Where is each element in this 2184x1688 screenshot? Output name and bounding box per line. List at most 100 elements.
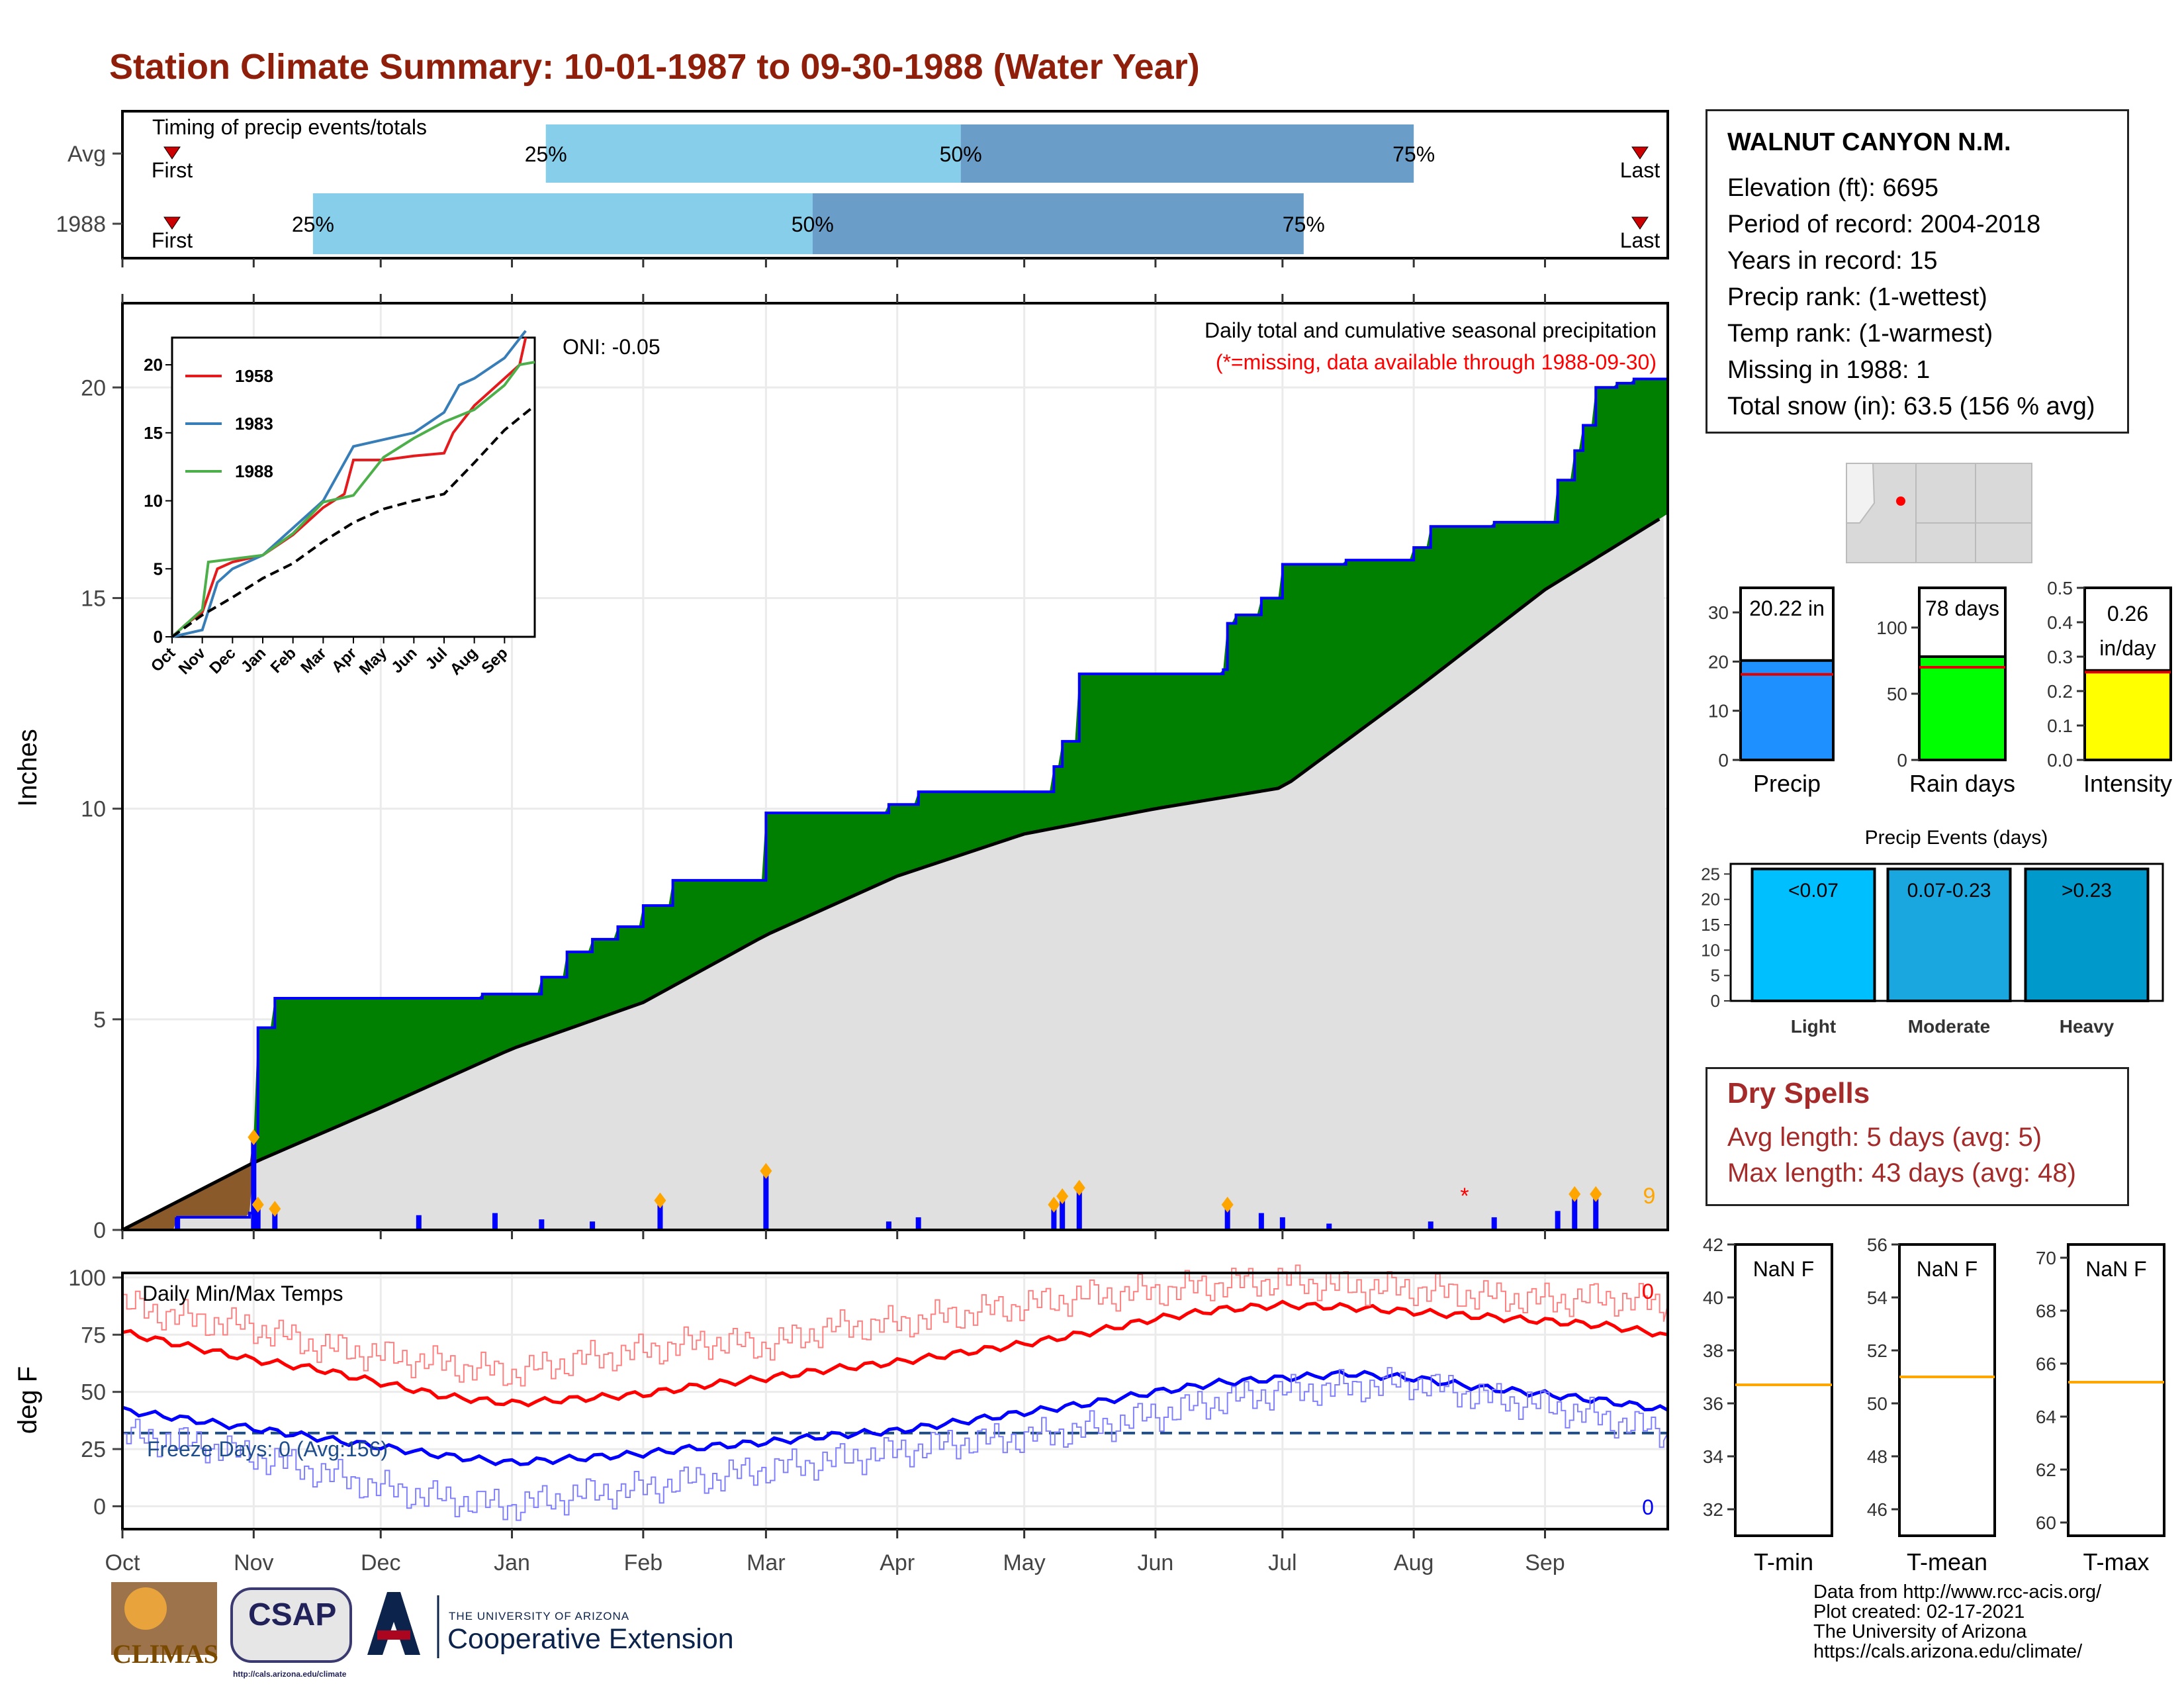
summary-category-label-1: Rain days — [1909, 770, 2015, 797]
station-missing: Missing in 1988: 1 — [1727, 356, 1931, 384]
inset-legend-label-0: 1958 — [235, 366, 273, 386]
precip-snow-marker-1 — [248, 1129, 260, 1145]
timeline-first-label-0: First — [152, 158, 193, 182]
station-period: Period of record: 2004-2018 — [1727, 211, 2041, 238]
tbox-name-label-1: T-mean — [1907, 1548, 1987, 1575]
tbox-frame-2 — [2067, 1243, 2165, 1537]
timeline-row-label-1: 1988 — [56, 212, 106, 237]
summary-value-label-1: 78 days — [1925, 596, 1999, 620]
precip-subtitle: (*=missing, data available through 1988-… — [1216, 350, 1657, 374]
precip-daily-bar-17 — [1279, 1217, 1285, 1230]
tbox-ytick-label-0-3: 38 — [1703, 1340, 1723, 1361]
precip-ylabel: Inches — [13, 729, 42, 807]
summary-bar-2 — [2083, 669, 2172, 761]
precip-avg-line — [121, 517, 1661, 1232]
tbox-ytick-label-0-1: 34 — [1703, 1446, 1723, 1467]
precip-daily-bar-13 — [1060, 1196, 1066, 1230]
timeline-q50-q75-bar-1 — [812, 193, 1304, 254]
temp-month-label-0: Oct — [105, 1550, 140, 1575]
timeline-quantile-label-0-0: 25% — [525, 142, 567, 166]
precip-missing-marker: * — [1460, 1184, 1469, 1209]
temp-month-label-3: Jan — [494, 1550, 530, 1575]
temp-title: Daily Min/Max Temps — [142, 1282, 343, 1305]
events-ytick-label-5: 25 — [1701, 864, 1720, 884]
inset-ytick-label-4: 20 — [144, 355, 163, 375]
precip-snow-marker-8 — [654, 1192, 666, 1209]
precip-daily-bar-9 — [763, 1170, 769, 1230]
events-ytick-label-3: 15 — [1701, 915, 1720, 935]
temp-ytick-label-4: 100 — [68, 1266, 106, 1291]
station-name: WALNUT CANYON N.M. — [1727, 128, 2011, 156]
tbox-ytick-label-2-0: 60 — [2036, 1513, 2056, 1533]
temp-month-label-7: May — [1003, 1550, 1045, 1575]
events-title: Precip Events (days) — [1865, 827, 2048, 849]
precip-daily-bar-16 — [1258, 1213, 1264, 1230]
precip-title: Daily total and cumulative seasonal prec… — [1205, 318, 1657, 342]
precip-ytick-label-0: 0 — [93, 1218, 106, 1243]
inset-ytick-label-1: 5 — [154, 559, 163, 579]
summary-value-label-0: 20.22 in — [1749, 596, 1825, 620]
precip-snow-marker-9 — [760, 1162, 772, 1179]
summary-bar-0 — [1739, 659, 1835, 762]
temp-ytick-label-1: 25 — [81, 1437, 106, 1462]
precip-daily-bar-7 — [590, 1221, 596, 1230]
tbox-ytick-label-2-5: 70 — [2036, 1248, 2056, 1268]
station-location-marker — [1896, 496, 1905, 506]
timeline-quantile-label-0-1: 50% — [940, 142, 982, 166]
summary-ytick-label-2-5: 0.5 — [2047, 578, 2073, 598]
summary-ytick-label-1-1: 50 — [1887, 684, 1907, 704]
csap-logo-text: CSAP — [248, 1597, 337, 1632]
page-title: Station Climate Summary: 10-01-1987 to 0… — [109, 47, 1200, 87]
temp-ylabel: deg F — [13, 1366, 42, 1434]
events-ytick-label-1: 5 — [1711, 966, 1720, 986]
timeline-last-marker-1 — [1631, 216, 1649, 230]
tbox-ytick-label-1-5: 56 — [1867, 1235, 1888, 1255]
summary-ytick-label-0-0: 0 — [1718, 750, 1729, 771]
precip-daily-bar-1 — [251, 1137, 257, 1230]
inset-ytick-label-3: 15 — [144, 423, 163, 443]
ua-extension-text: Cooperative Extension — [447, 1623, 734, 1655]
precip-ytick-label-1: 5 — [93, 1008, 106, 1033]
precip-ytick-label-4: 20 — [81, 375, 106, 400]
precip-daily-bar-23 — [1593, 1194, 1599, 1230]
summary-category-label-0: Precip — [1753, 770, 1821, 797]
timeline-quantile-label-1-1: 50% — [792, 212, 834, 236]
precip-daily-bar-4 — [416, 1215, 422, 1230]
tbox-ytick-label-0-4: 40 — [1703, 1288, 1723, 1308]
timeline-q50-q75-bar-0 — [960, 124, 1414, 183]
temperature-boxes-panel: 32 34 36 38 40 42 NaN F T-min 46 48 50 52 54 56 NaN F T… — [1703, 1235, 2165, 1575]
station-elevation: Elevation (ft): 6695 — [1727, 174, 1938, 202]
precip-snow-marker-23 — [1590, 1186, 1602, 1202]
inset-series-line-2 — [171, 361, 535, 638]
timeline-quantile-label-1-0: 25% — [292, 212, 334, 236]
inset-legend-label-1: 1983 — [235, 414, 273, 434]
precip-daily-bar-3 — [272, 1209, 278, 1230]
station-info-box: WALNUT CANYON N.M. Elevation (ft): 6695 … — [1706, 109, 2129, 434]
timeline-first-marker-0 — [163, 146, 181, 160]
summary-ytick-label-2-0: 0.0 — [2047, 750, 2073, 771]
climas-logo-text: CLIMAS — [113, 1639, 219, 1669]
location-map — [1846, 463, 2032, 563]
precip-ytick-label-2: 10 — [81, 797, 106, 822]
logos — [111, 1582, 439, 1663]
events-ytick-label-0: 0 — [1711, 991, 1720, 1011]
precip-daily-bar-8 — [657, 1200, 663, 1230]
tbox-value-label-2: NaN F — [2085, 1257, 2146, 1281]
tbox-ytick-label-1-0: 46 — [1867, 1499, 1888, 1520]
station-temp-rank: Temp rank: (1-warmest) — [1727, 320, 1993, 348]
precip-daily-bar-20 — [1491, 1217, 1497, 1230]
ua-small-text: THE UNIVERSITY OF ARIZONA — [449, 1610, 630, 1622]
inset-ytick-label-0: 0 — [154, 627, 163, 647]
csap-url-text: http://cals.arizona.edu/climate — [233, 1669, 347, 1679]
precip-daily-bar-14 — [1076, 1188, 1082, 1230]
temp-max-count: 0 — [1642, 1280, 1654, 1303]
precip-daily-bar-11 — [915, 1217, 921, 1230]
inset-series-line-1 — [171, 330, 527, 638]
tbox-ytick-label-1-2: 50 — [1867, 1393, 1888, 1414]
dry-spells-title: Dry Spells — [1727, 1077, 1870, 1109]
temp-month-label-4: Feb — [624, 1550, 663, 1575]
dry-max-length: Max length: 43 days (avg: 48) — [1727, 1158, 2076, 1188]
summary-ytick-label-2-4: 0.4 — [2047, 612, 2073, 633]
events-ytick-label-4: 20 — [1701, 890, 1720, 910]
